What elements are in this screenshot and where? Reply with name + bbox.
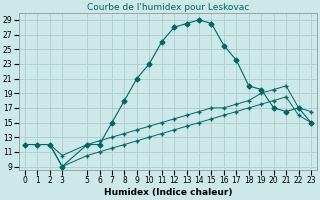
X-axis label: Humidex (Indice chaleur): Humidex (Indice chaleur) [104, 188, 232, 197]
Title: Courbe de l'humidex pour Leskovac: Courbe de l'humidex pour Leskovac [87, 3, 249, 12]
